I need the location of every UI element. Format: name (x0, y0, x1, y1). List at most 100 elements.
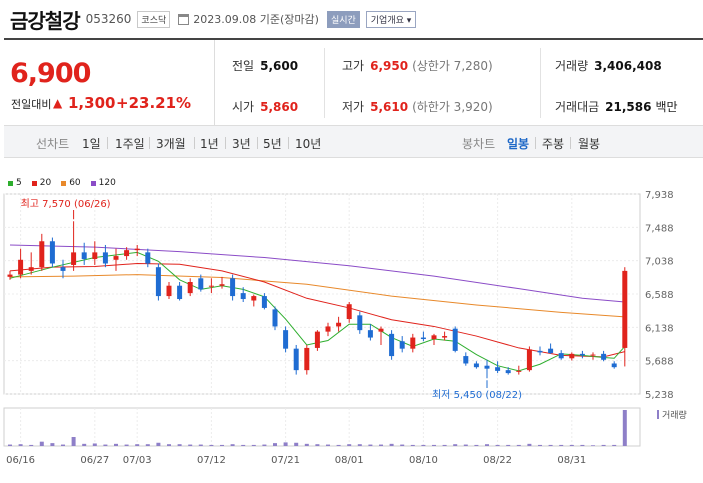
candle-body (367, 330, 373, 338)
x-tick-label: 06/27 (80, 455, 109, 466)
prev-close-value: 5,600 (260, 59, 299, 73)
volume-bar (432, 444, 436, 446)
candle-body (60, 267, 66, 271)
candle-body (314, 331, 320, 348)
candle-body (452, 328, 458, 351)
upper-limit: (상한가 7,280) (412, 59, 493, 73)
volume-label: 거래량 (555, 59, 589, 73)
volume-bar (474, 444, 479, 446)
low-label: 저가 (342, 100, 365, 114)
volume-bar (71, 437, 76, 446)
candle-body (495, 367, 501, 371)
divider (107, 137, 108, 149)
divider (194, 137, 195, 149)
candle-body (548, 348, 554, 354)
volume-bar (29, 444, 34, 446)
volume-bar (315, 444, 320, 446)
realtime-button[interactable]: 실시간 (326, 10, 360, 28)
candle-body (71, 252, 77, 265)
volume-bar (463, 444, 468, 446)
volume: 거래량 3,406,408 (555, 57, 662, 74)
tab-daily[interactable]: 일봉 (507, 137, 530, 151)
candle-body (208, 285, 214, 287)
y-tick-label: 6,138 (645, 323, 674, 334)
high-value: 6,950 (370, 59, 409, 73)
volume-bar (485, 444, 489, 446)
divider (257, 137, 258, 149)
tab-1w[interactable]: 1주일 (115, 137, 145, 151)
x-tick-label: 08/10 (409, 455, 438, 466)
volume-bar (559, 444, 564, 446)
stock-header: 금강철강 053260 코스닥 2023.09.08 기준(장마감) 실시간 기… (0, 0, 703, 38)
tab-3y[interactable]: 3년 (232, 137, 251, 151)
candle-body (325, 326, 331, 332)
candle-body (7, 274, 13, 277)
change-percent: +23.21% (116, 94, 192, 112)
high-annotation: 최고 7,570 (06/26) (21, 198, 111, 210)
legend-swatch (90, 180, 96, 186)
divider (288, 137, 289, 149)
volume-bar (82, 443, 87, 446)
volume-bar (548, 444, 553, 446)
candle-body (272, 309, 278, 327)
candle-body (293, 348, 299, 371)
volume-bar (495, 444, 500, 446)
candle-body (49, 241, 55, 264)
volume-bar (410, 444, 415, 446)
legend-ma20-label: 20 (39, 178, 52, 188)
tab-weekly[interactable]: 주봉 (542, 137, 565, 151)
volume-bar (538, 444, 542, 446)
volume-bar (177, 444, 182, 446)
candle-body (187, 282, 193, 294)
volume-bar (251, 444, 256, 446)
volume-bar (198, 444, 203, 446)
divider (540, 48, 541, 118)
candle-body (113, 256, 119, 260)
volume-bar (612, 444, 617, 446)
candle-body (569, 353, 575, 359)
prev-close: 전일 5,600 (232, 57, 298, 74)
volume-bar (294, 442, 299, 446)
x-tick-label: 07/03 (123, 455, 152, 466)
volume-bar (622, 410, 627, 446)
volume-bar (241, 444, 246, 446)
volume-bar (442, 444, 447, 446)
high-price: 고가 6,950 (상한가 7,280) (342, 57, 493, 74)
divider (570, 137, 571, 149)
volume-bar (453, 444, 458, 446)
volume-bar (61, 444, 65, 446)
y-tick-label: 6,588 (645, 290, 674, 301)
volume-bar (145, 444, 150, 446)
tab-3m[interactable]: 3개월 (156, 137, 186, 151)
calendar-icon (178, 13, 190, 25)
tab-10y[interactable]: 10년 (295, 137, 322, 151)
x-tick-label: 07/21 (271, 455, 300, 466)
ma60-line (9, 274, 625, 318)
tab-monthly[interactable]: 월봉 (578, 137, 601, 151)
candle-body (611, 363, 617, 368)
company-info-dropdown[interactable]: 기업개요 ▾ (365, 10, 417, 28)
tab-1d[interactable]: 1일 (82, 137, 101, 151)
legend-swatch (8, 180, 13, 186)
legend-swatch (61, 180, 67, 186)
volume-bar (580, 444, 585, 446)
tab-5y[interactable]: 5년 (263, 137, 282, 151)
candle-body (558, 353, 564, 359)
y-tick-label: 5,238 (645, 390, 674, 401)
x-tick-label: 07/12 (197, 455, 226, 466)
volume-bar (230, 444, 235, 446)
volume-bar (209, 444, 214, 446)
line-chart-label: 선차트 (36, 137, 70, 151)
candle-body (92, 252, 98, 260)
tab-1y[interactable]: 1년 (200, 137, 219, 151)
volume-bar (357, 444, 362, 446)
volume-bar (167, 444, 171, 446)
candle-body (526, 349, 532, 371)
candle-body (622, 270, 628, 348)
candle-body (155, 267, 161, 297)
candle-body (378, 328, 384, 332)
volume-bar (569, 444, 574, 446)
candle-body (473, 363, 479, 368)
volume-bar (220, 444, 224, 446)
